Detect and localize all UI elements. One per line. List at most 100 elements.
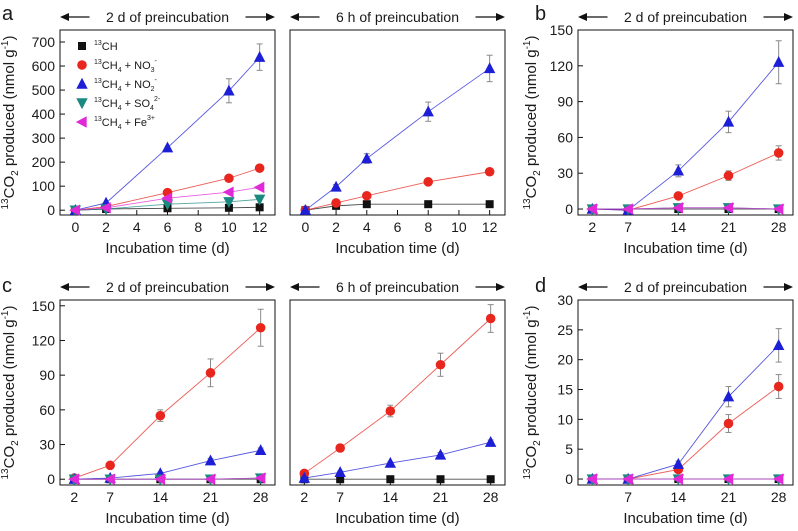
x-tick-label: 0 (301, 219, 309, 235)
data-point (586, 473, 598, 485)
x-tick-label: 21 (721, 489, 737, 505)
plot-frame (59, 29, 276, 216)
series-4 (69, 181, 265, 216)
data-point (223, 197, 235, 208)
data-point (298, 471, 311, 483)
data-point (253, 181, 265, 194)
preincubation-arrow (578, 278, 793, 296)
x-tick-label: 12 (482, 219, 498, 235)
series-2 (299, 54, 496, 215)
data-point (222, 186, 234, 198)
data-point (772, 339, 785, 351)
data-point (155, 410, 166, 421)
series-line (592, 345, 779, 480)
arrow-head-right (266, 13, 275, 21)
data-point (68, 473, 80, 485)
header-bg (607, 8, 764, 26)
series-0 (300, 475, 495, 484)
panel-letter-c-left: c (2, 275, 12, 297)
arrow-head-right (496, 283, 505, 291)
data-point (253, 50, 266, 62)
data-point (253, 194, 266, 206)
data-point (484, 166, 495, 177)
series-line (304, 318, 491, 474)
data-point (161, 192, 173, 204)
preincubation-arrow (60, 8, 275, 26)
plot-frame (59, 299, 276, 486)
x-tick-label: 28 (253, 489, 269, 505)
y-tick-label: 15 (557, 382, 573, 398)
series-1 (587, 374, 784, 484)
legend-marker (76, 77, 88, 89)
x-tick-label: 4 (133, 219, 141, 235)
data-point (423, 177, 434, 187)
x-tick-label: 14 (671, 219, 687, 235)
legend-label: 13CH4 + Fe3+ (94, 115, 155, 131)
data-point (254, 163, 265, 173)
series-3 (586, 474, 785, 486)
x-tick-label: 0 (71, 219, 79, 235)
y-tick-label: 20 (557, 352, 573, 368)
data-point (254, 472, 266, 484)
data-point (723, 418, 734, 429)
data-point (484, 436, 497, 447)
legend-entry: 13CH4 + SO42- (76, 96, 161, 112)
series-2 (298, 436, 497, 483)
y-tick-label: 0 (47, 471, 55, 487)
data-point (69, 204, 81, 216)
arrow-head-left (290, 13, 299, 21)
series-line (74, 449, 261, 480)
preincubation-arrow (60, 278, 275, 296)
data-point (331, 198, 341, 208)
data-point (361, 152, 373, 164)
legend-label: 13CH (94, 40, 118, 53)
data-point (223, 84, 235, 96)
data-point (255, 203, 264, 212)
header-bg (319, 278, 476, 296)
x-tick-label: 12 (252, 219, 268, 235)
y-axis-label: 13CO2 produced (nmol g-1) (0, 36, 21, 210)
y-tick-label: 120 (32, 332, 56, 348)
data-point (672, 202, 684, 214)
y-tick-label: 25 (557, 322, 573, 338)
x-tick-label: 6 (394, 219, 402, 235)
series-4 (586, 473, 784, 485)
data-point (336, 475, 345, 484)
data-point (485, 200, 494, 209)
x-tick-label: 2 (332, 219, 340, 235)
x-axis-label: Incubation time (d) (335, 240, 459, 257)
data-point (435, 359, 446, 370)
panel-a-right: 6 h of preincubation 0 2 4 6 8 10 12 Incubation … (289, 8, 506, 257)
x-tick-label: 7 (624, 219, 632, 235)
legend-label: 13CH4 + SO42- (94, 96, 161, 112)
series-line (304, 441, 491, 479)
panel-letter-b: b (535, 3, 546, 25)
y-tick-label: 0 (565, 471, 573, 487)
x-tick-label: 4 (363, 219, 371, 235)
data-point (434, 448, 447, 460)
legend-marker (76, 98, 88, 110)
x-tick-label: 14 (671, 489, 687, 505)
legend-label: 13CH4 + NO3- (94, 58, 158, 74)
data-point (335, 443, 345, 453)
x-tick-label: 21 (721, 219, 737, 235)
data-point (224, 173, 234, 184)
legend-entry: 13CH (78, 40, 118, 53)
data-point (255, 322, 266, 333)
data-point (672, 457, 685, 469)
data-point (204, 454, 217, 466)
data-point (723, 170, 734, 181)
x-tick-label: 7 (624, 489, 632, 505)
data-point (385, 406, 396, 416)
data-point (772, 203, 784, 215)
x-tick-label: 14 (383, 489, 399, 505)
arrow-head-left (578, 283, 587, 291)
arrow-head-right (784, 13, 793, 21)
legend-marker (78, 42, 86, 50)
data-point (483, 62, 496, 74)
data-point (424, 200, 433, 209)
panel-letter-a-left: a (2, 3, 14, 25)
x-axis-label: Incubation time (d) (105, 240, 229, 257)
y-axis-label: 13CO2 produced (nmol g-1) (0, 306, 21, 480)
